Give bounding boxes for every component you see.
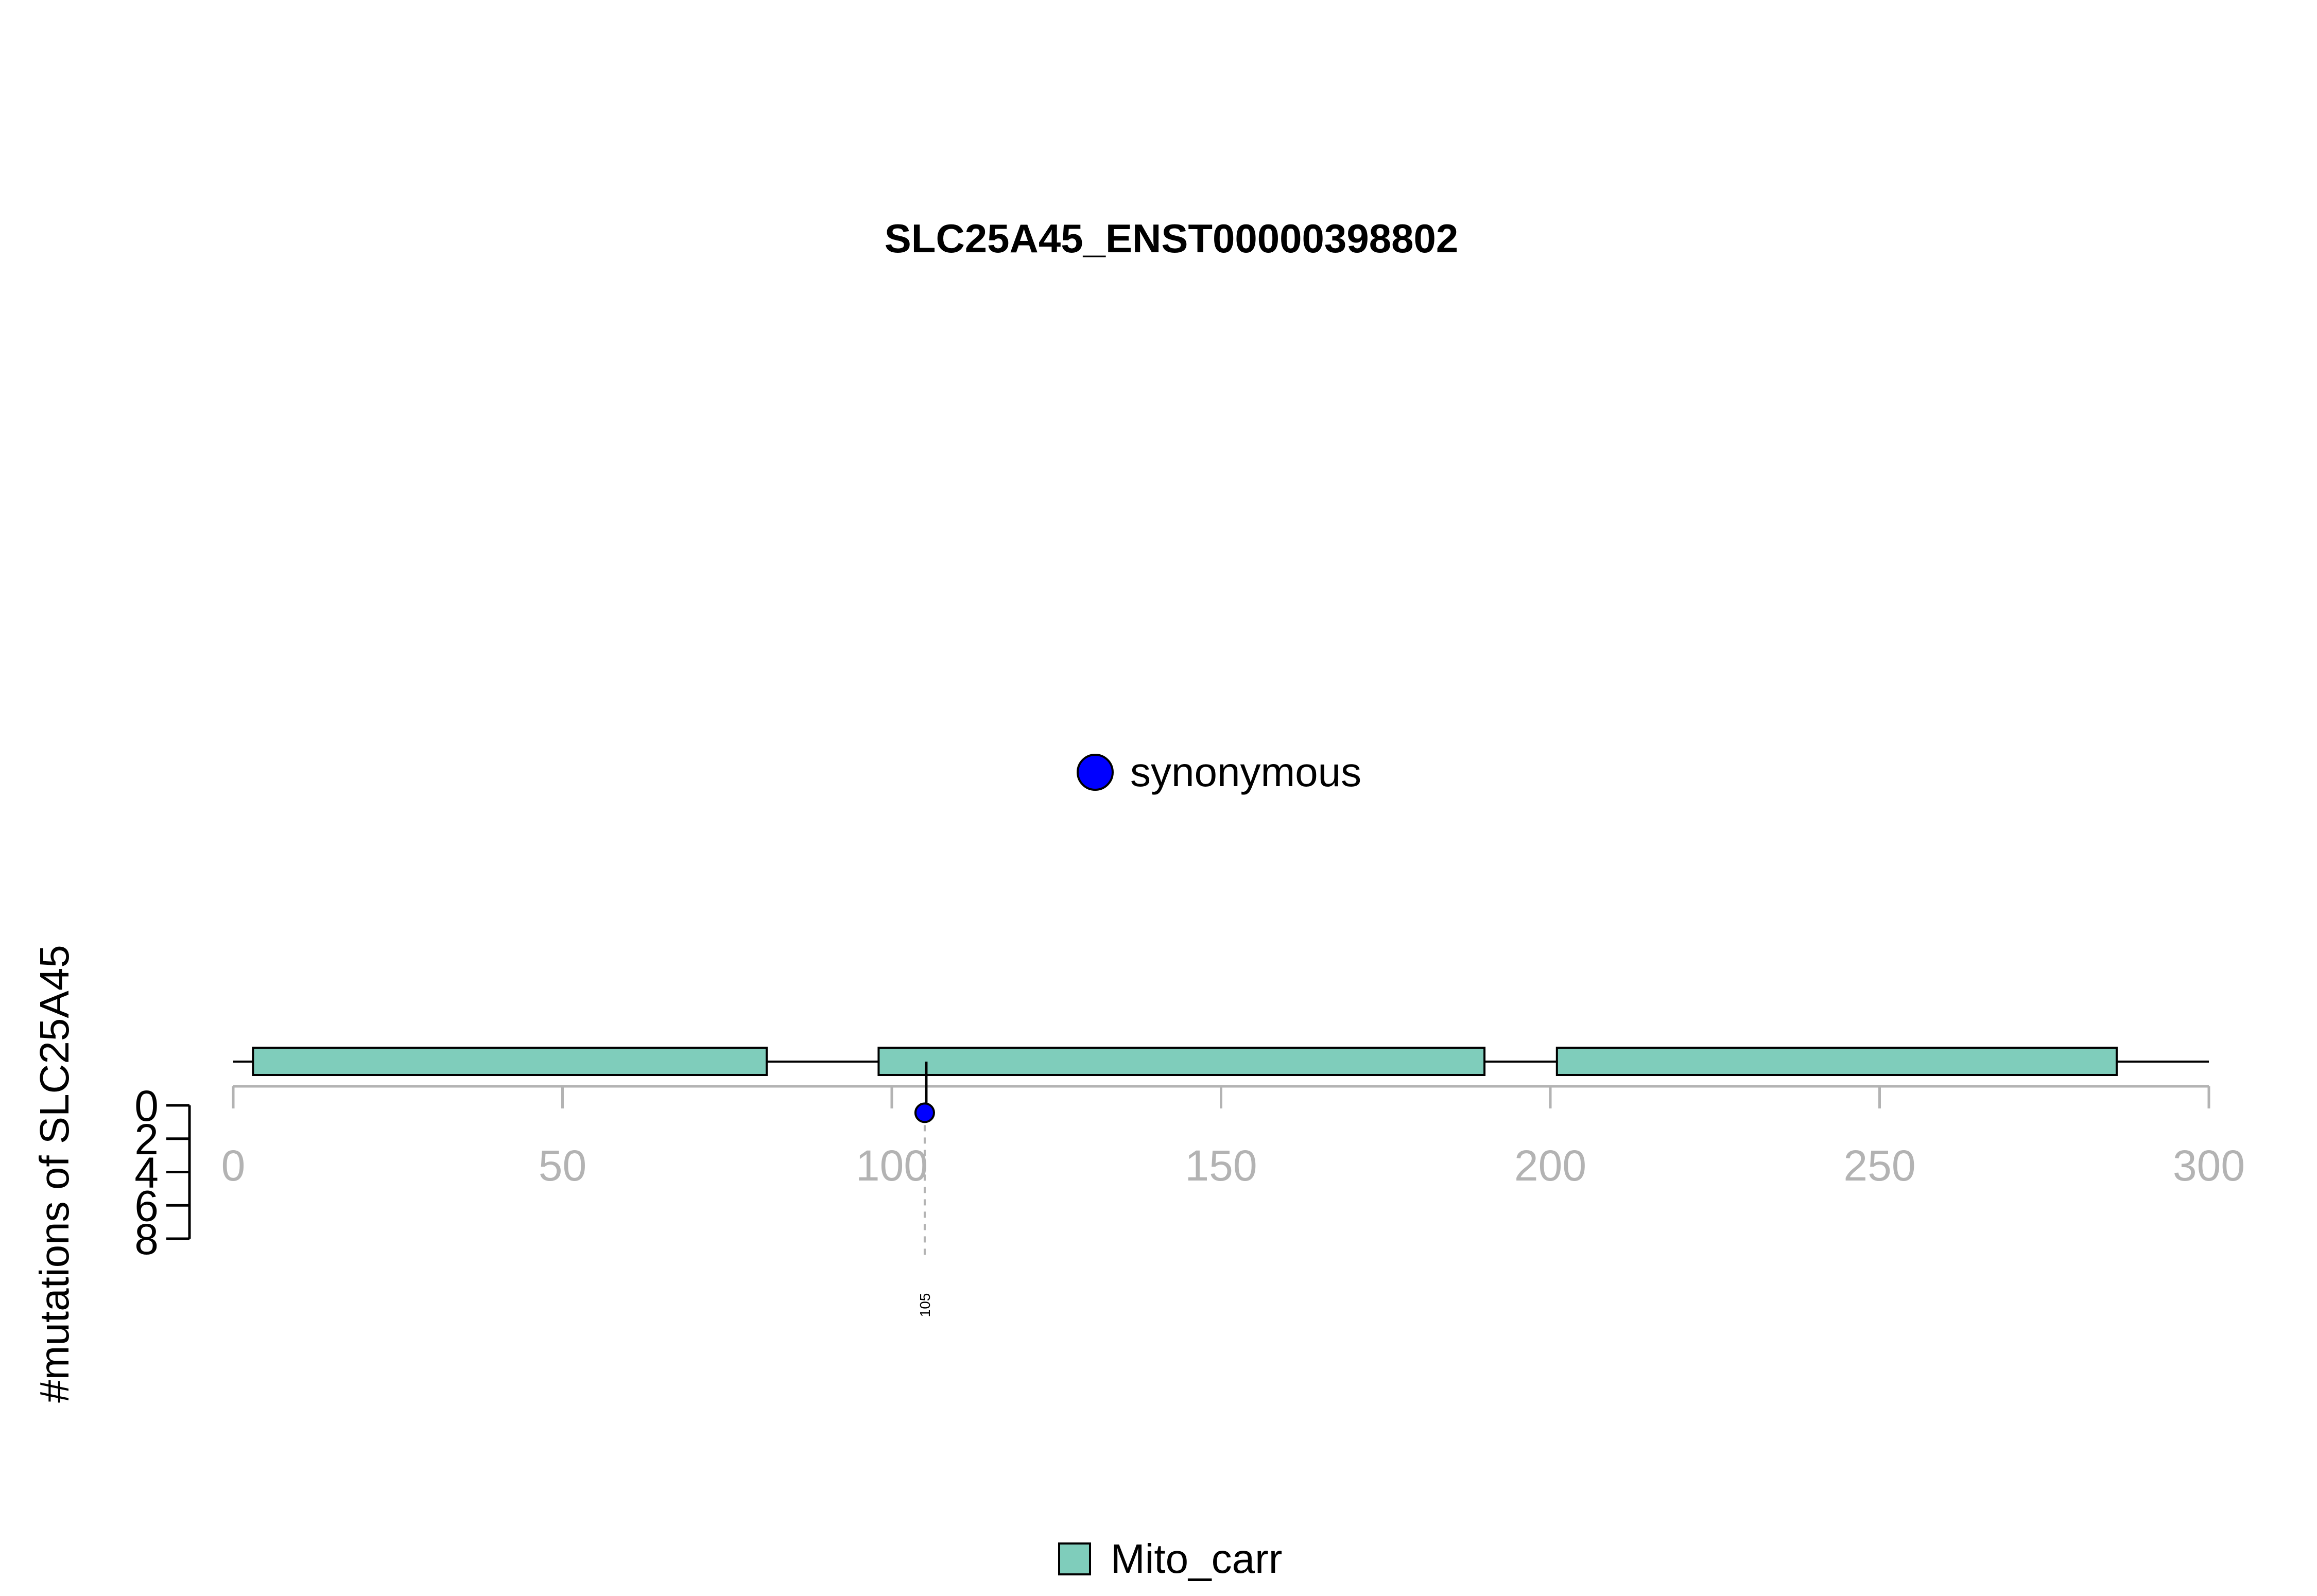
domain-3 (1555, 1047, 2118, 1076)
x-tick-label: 250 (1843, 1141, 1915, 1190)
x-tick-label: 300 (2173, 1141, 2245, 1190)
y-tick-label: 2 (134, 1115, 159, 1164)
domain-legend: Mito_carr (1058, 1536, 1282, 1582)
x-tick-label: 100 (856, 1141, 928, 1190)
legend-mito-carr-swatch (1058, 1542, 1091, 1575)
legend-mito-carr-label: Mito_carr (1111, 1536, 1282, 1582)
domains (252, 1047, 2118, 1076)
chart-title: SLC25A45_ENST00000398802 (885, 216, 1458, 261)
x-tick-label: 200 (1514, 1141, 1586, 1190)
domain-2 (877, 1047, 1486, 1076)
y-tick-label: 0 (134, 1082, 159, 1130)
x-tick-label: 0 (221, 1141, 246, 1190)
mutation-legend: synonymous (1077, 749, 1361, 795)
domain-1 (252, 1047, 768, 1076)
mutation-synonymous-point (914, 1102, 935, 1123)
y-tick-label: 8 (134, 1215, 159, 1263)
legend-synonymous-label: synonymous (1130, 749, 1361, 795)
mutations: 105 (914, 1062, 935, 1317)
mutation-position-label: 105 (917, 1293, 933, 1317)
x-tick-label: 150 (1185, 1141, 1257, 1190)
x-tick-label: 50 (539, 1141, 586, 1190)
y-tick-label: 6 (134, 1182, 159, 1230)
y-tick-label: 4 (134, 1149, 159, 1197)
y-axis-label: #mutations of SLC25A45 (31, 945, 77, 1402)
legend-synonymous-marker (1077, 754, 1114, 791)
x-axis: 0 50 100 150 200 250 300 (221, 1085, 2245, 1190)
